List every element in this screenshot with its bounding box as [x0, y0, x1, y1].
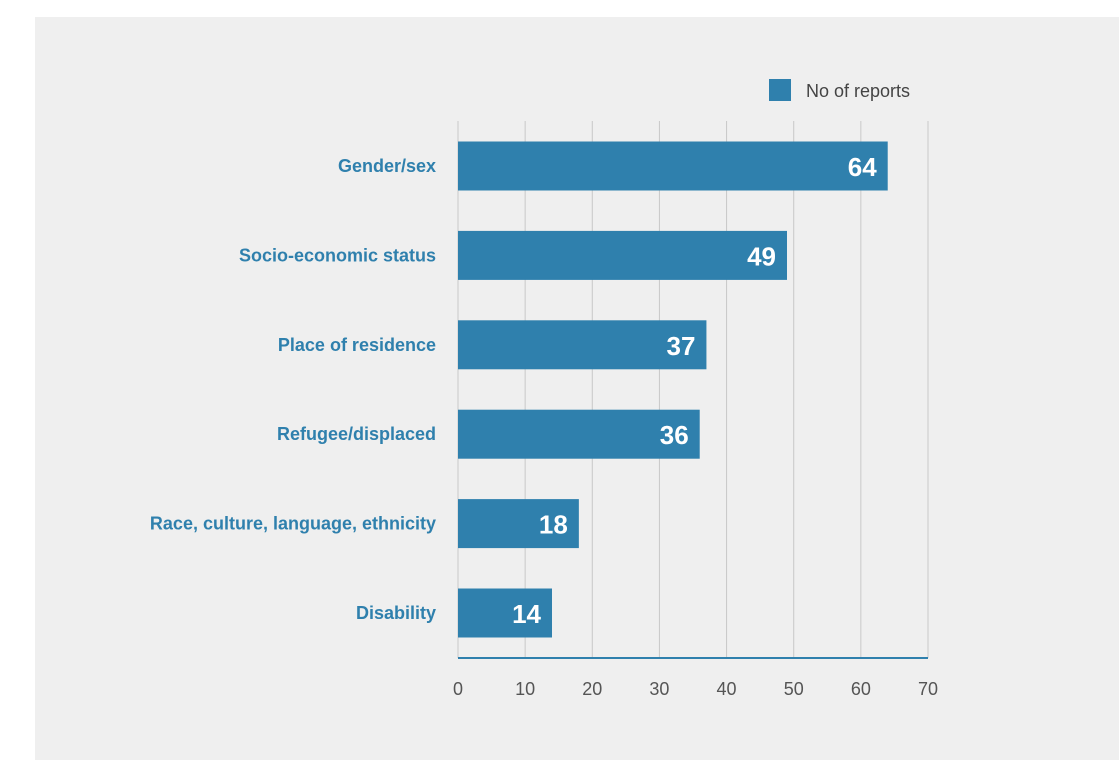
- data-label: 18: [539, 510, 568, 540]
- x-tick-label: 60: [851, 679, 871, 699]
- bar: [458, 499, 579, 549]
- data-label: 49: [747, 241, 776, 271]
- legend-swatch: [769, 79, 791, 101]
- bar: [458, 409, 700, 459]
- legend-label: No of reports: [806, 81, 910, 101]
- bar: [458, 230, 787, 280]
- bars: [458, 141, 888, 638]
- data-label: 64: [848, 152, 877, 182]
- bar: [458, 141, 888, 191]
- data-label: 36: [660, 420, 689, 450]
- category-label: Refugee/displaced: [277, 424, 436, 444]
- x-axis-ticks: 0 10 20 30 40 50 60 70: [453, 679, 938, 699]
- category-labels: Gender/sex Socio-economic status Place of …: [150, 156, 436, 623]
- category-label: Disability: [356, 603, 436, 623]
- chart-panel: [35, 17, 1119, 760]
- legend: No of reports: [769, 79, 910, 101]
- x-tick-label: 50: [784, 679, 804, 699]
- data-label: 14: [512, 599, 541, 629]
- x-tick-label: 20: [582, 679, 602, 699]
- x-tick-label: 40: [717, 679, 737, 699]
- x-tick-label: 0: [453, 679, 463, 699]
- category-label: Race, culture, language, ethnicity: [150, 514, 436, 534]
- category-label: Place of residence: [278, 335, 436, 355]
- category-label: Gender/sex: [338, 156, 436, 176]
- x-tick-label: 10: [515, 679, 535, 699]
- value-labels: 64 49 37 36 18 14: [512, 152, 877, 629]
- data-label: 37: [667, 331, 696, 361]
- bar: [458, 588, 552, 638]
- x-tick-label: 70: [918, 679, 938, 699]
- gridlines: [457, 121, 929, 658]
- category-label: Socio-economic status: [239, 245, 436, 265]
- x-tick-label: 30: [649, 679, 669, 699]
- bar: [458, 320, 707, 370]
